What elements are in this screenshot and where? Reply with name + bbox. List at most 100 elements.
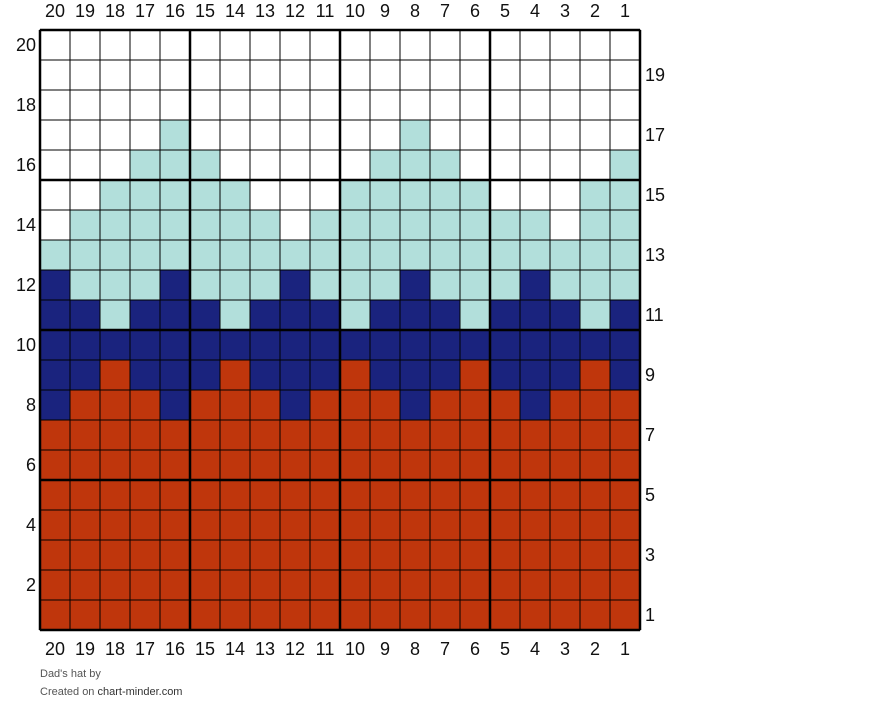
stitch-cell — [339, 29, 371, 61]
stitch-cell — [249, 59, 281, 91]
column-label-top: 10 — [345, 1, 365, 21]
stitch-cell — [69, 599, 101, 631]
row-label-right: 3 — [645, 545, 655, 565]
stitch-cell — [279, 239, 311, 271]
stitch-cell — [279, 269, 311, 301]
stitch-cell — [249, 359, 281, 391]
stitch-cell — [549, 569, 581, 601]
stitch-cell — [489, 59, 521, 91]
column-label-bottom: 8 — [410, 639, 420, 659]
stitch-cell — [429, 479, 461, 511]
stitch-cell — [69, 389, 101, 421]
stitch-cell — [549, 119, 581, 151]
stitch-cell — [159, 239, 191, 271]
site-link[interactable]: chart-minder.com — [97, 686, 183, 698]
stitch-cell — [609, 89, 641, 121]
stitch-cell — [159, 539, 191, 571]
stitch-cell — [69, 479, 101, 511]
stitch-cell — [519, 29, 551, 61]
stitch-cell — [399, 509, 431, 541]
stitch-cell — [69, 119, 101, 151]
stitch-cell — [69, 59, 101, 91]
stitch-cell — [369, 209, 401, 241]
stitch-cell — [519, 239, 551, 271]
stitch-cell — [399, 119, 431, 151]
stitch-cell — [159, 149, 191, 181]
stitch-cell — [279, 29, 311, 61]
stitch-cell — [189, 449, 221, 481]
stitch-cell — [69, 449, 101, 481]
stitch-cell — [489, 299, 521, 331]
stitch-cell — [69, 29, 101, 61]
stitch-cell — [429, 569, 461, 601]
stitch-cell — [519, 449, 551, 481]
stitch-cell — [99, 209, 131, 241]
stitch-cell — [99, 539, 131, 571]
stitch-cell — [129, 59, 161, 91]
stitch-cell — [609, 149, 641, 181]
stitch-cell — [519, 599, 551, 631]
stitch-cell — [459, 149, 491, 181]
chart-title: Dad's hat — [40, 668, 87, 680]
stitch-cell — [189, 149, 221, 181]
stitch-cell — [399, 269, 431, 301]
stitch-cell — [249, 209, 281, 241]
stitch-cell — [549, 599, 581, 631]
stitch-cell — [69, 149, 101, 181]
stitch-cell — [39, 59, 71, 91]
stitch-cell — [549, 149, 581, 181]
stitch-cell — [99, 29, 131, 61]
stitch-cell — [69, 419, 101, 451]
stitch-cell — [519, 299, 551, 331]
stitch-cell — [579, 239, 611, 271]
stitch-cell — [219, 89, 251, 121]
stitch-cell — [579, 59, 611, 91]
column-label-bottom: 14 — [225, 639, 245, 659]
stitch-cell — [579, 209, 611, 241]
stitch-cell — [609, 59, 641, 91]
stitch-cell — [279, 179, 311, 211]
column-label-top: 5 — [500, 1, 510, 21]
stitch-cell — [309, 269, 341, 301]
stitch-cell — [159, 479, 191, 511]
stitch-cell — [609, 569, 641, 601]
column-label-top: 20 — [45, 1, 65, 21]
column-label-bottom: 12 — [285, 639, 305, 659]
stitch-cell — [369, 239, 401, 271]
row-label-right: 5 — [645, 485, 655, 505]
stitch-cell — [519, 569, 551, 601]
stitch-cell — [489, 149, 521, 181]
row-label-left: 12 — [16, 275, 36, 295]
stitch-cell — [39, 389, 71, 421]
created-on-line: Created on chart-minder.com — [40, 686, 182, 698]
stitch-cell — [399, 299, 431, 331]
stitch-cell — [579, 149, 611, 181]
column-label-top: 16 — [165, 1, 185, 21]
stitch-cell — [399, 179, 431, 211]
stitch-cell — [459, 569, 491, 601]
row-label-left: 2 — [26, 575, 36, 595]
stitch-cell — [519, 59, 551, 91]
stitch-cell — [129, 599, 161, 631]
stitch-cell — [309, 509, 341, 541]
stitch-cell — [429, 89, 461, 121]
stitch-cell — [459, 359, 491, 391]
stitch-cell — [99, 359, 131, 391]
stitch-cell — [249, 329, 281, 361]
stitch-cell — [339, 359, 371, 391]
stitch-cell — [489, 479, 521, 511]
stitch-cell — [249, 119, 281, 151]
stitch-cell — [129, 569, 161, 601]
stitch-cell — [189, 539, 221, 571]
stitch-cell — [309, 89, 341, 121]
stitch-cell — [159, 29, 191, 61]
stitch-cell — [279, 449, 311, 481]
stitch-cell — [579, 329, 611, 361]
stitch-cell — [99, 509, 131, 541]
column-label-bottom: 10 — [345, 639, 365, 659]
stitch-cell — [369, 359, 401, 391]
stitch-cell — [489, 89, 521, 121]
stitch-cell — [429, 119, 461, 151]
stitch-cell — [129, 329, 161, 361]
stitch-cell — [219, 509, 251, 541]
